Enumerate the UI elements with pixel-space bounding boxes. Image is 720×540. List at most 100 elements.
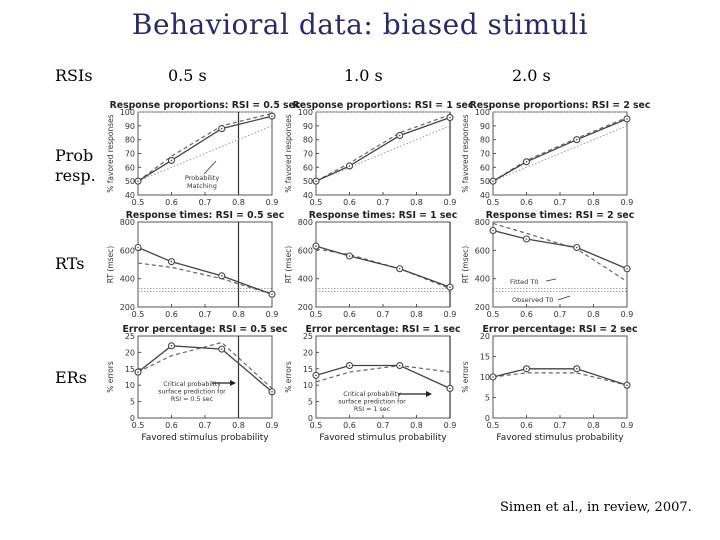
data-series-line bbox=[315, 116, 451, 182]
model-fit-line bbox=[492, 372, 628, 386]
y-axis-label: % favored responses bbox=[461, 114, 470, 193]
data-point-center bbox=[492, 376, 494, 378]
y-tick-label: 25 bbox=[303, 332, 313, 341]
data-point-center bbox=[626, 384, 628, 387]
y-tick-label: 5 bbox=[308, 398, 313, 407]
x-axis-label: Favored stimulus probability bbox=[496, 433, 624, 443]
data-point-center bbox=[271, 115, 273, 117]
x-tick-label: 0.6 bbox=[165, 421, 178, 430]
x-tick-label: 0.9 bbox=[444, 198, 457, 207]
y-axis-label: % errors bbox=[284, 361, 293, 393]
x-tick-label: 0.5 bbox=[132, 310, 145, 319]
data-point-center bbox=[315, 180, 317, 182]
data-point-center bbox=[525, 368, 528, 370]
x-tick-label: 0.9 bbox=[621, 198, 634, 207]
x-tick-label: 0.5 bbox=[310, 310, 323, 319]
y-tick-label: 90 bbox=[125, 122, 135, 131]
row-label-rts: RTs bbox=[55, 254, 85, 273]
model-fit-line bbox=[137, 341, 273, 389]
data-point-center bbox=[575, 368, 578, 370]
x-tick-label: 0.8 bbox=[410, 310, 423, 319]
x-tick-label: 0.8 bbox=[410, 421, 423, 430]
y-tick-label: 400 bbox=[120, 275, 135, 284]
annotation-arrowhead bbox=[426, 391, 432, 397]
x-tick-label: 0.9 bbox=[444, 310, 457, 319]
data-point-center bbox=[492, 180, 494, 182]
data-point-center bbox=[220, 348, 223, 350]
y-tick-label: 70 bbox=[303, 150, 313, 159]
data-point-center bbox=[626, 267, 628, 270]
data-series-line bbox=[315, 245, 451, 288]
chart-title: Response times: RSI = 2 sec bbox=[486, 210, 634, 221]
x-tick-label: 0.7 bbox=[199, 310, 212, 319]
data-point-center bbox=[449, 286, 451, 288]
data-point-center bbox=[170, 345, 173, 347]
plot-frame bbox=[492, 111, 628, 196]
data-series-line bbox=[137, 115, 273, 182]
y-tick-label: 10 bbox=[303, 381, 313, 390]
row-label-prob: Prob resp. bbox=[55, 146, 96, 186]
y-tick-label: 40 bbox=[480, 191, 490, 200]
x-tick-label: 0.8 bbox=[232, 421, 245, 430]
row-label-prob-line1: Prob bbox=[55, 146, 94, 165]
y-axis-label: % errors bbox=[106, 361, 115, 393]
x-tick-label: 0.6 bbox=[343, 198, 356, 207]
y-tick-label: 200 bbox=[475, 303, 490, 312]
chart-panel-1-2: Response proportions: RSI = 1 sec 40 50 60 7… bbox=[284, 100, 473, 207]
data-point-center bbox=[449, 387, 451, 390]
y-tick-label: 80 bbox=[480, 136, 490, 145]
x-tick-label: 0.5 bbox=[132, 421, 145, 430]
x-tick-label: 0.6 bbox=[165, 310, 178, 319]
y-tick-label: 100 bbox=[298, 108, 313, 117]
page-title: Behavioral data: biased stimuli bbox=[131, 8, 589, 41]
x-tick-label: 0.7 bbox=[377, 198, 390, 207]
data-point-center bbox=[137, 246, 139, 249]
chart-title: Response proportions: RSI = 1 sec bbox=[293, 100, 474, 111]
y-tick-label: 15 bbox=[125, 365, 135, 374]
data-point-center bbox=[525, 238, 528, 240]
y-tick-label: 60 bbox=[303, 163, 313, 172]
data-point-center bbox=[575, 246, 578, 249]
model-fit-line bbox=[137, 262, 273, 295]
x-tick-label: 0.8 bbox=[232, 310, 245, 319]
y-tick-label: 60 bbox=[480, 163, 490, 172]
data-point-center bbox=[170, 159, 173, 162]
x-tick-label: 0.7 bbox=[554, 310, 567, 319]
chart-title: Response proportions: RSI = 2 sec bbox=[470, 100, 651, 111]
y-tick-label: 100 bbox=[475, 108, 490, 117]
annotation-critical-probability: Critical probability bbox=[343, 391, 401, 398]
chart-panel-2-3: Response times: RSI = 2 sec 200 400 600 800 0… bbox=[461, 210, 634, 319]
chart-title: Response times: RSI = 0.5 sec bbox=[126, 210, 284, 221]
y-tick-label: 0 bbox=[308, 414, 313, 423]
x-tick-label: 0.8 bbox=[587, 421, 600, 430]
x-axis-label: Favored stimulus probability bbox=[319, 433, 447, 443]
y-tick-label: 40 bbox=[125, 191, 135, 200]
x-tick-label: 0.5 bbox=[310, 421, 323, 430]
row-label-prob-line2: resp. bbox=[55, 166, 96, 185]
x-tick-label: 0.8 bbox=[232, 198, 245, 207]
y-tick-label: 0 bbox=[130, 414, 135, 423]
y-tick-label: 80 bbox=[303, 136, 313, 145]
x-tick-label: 0.6 bbox=[343, 421, 356, 430]
x-tick-label: 0.7 bbox=[377, 421, 390, 430]
x-tick-label: 0.9 bbox=[621, 421, 634, 430]
x-tick-label: 0.7 bbox=[554, 421, 567, 430]
x-tick-label: 0.8 bbox=[587, 198, 600, 207]
annotation-matching-label: Matching bbox=[187, 182, 217, 190]
x-tick-label: 0.8 bbox=[410, 198, 423, 207]
y-tick-label: 50 bbox=[303, 177, 313, 186]
x-tick-label: 0.7 bbox=[554, 198, 567, 207]
model-fit-line bbox=[315, 364, 451, 383]
model-fit-line bbox=[315, 248, 451, 290]
chart-title: Error percentage: RSI = 2 sec bbox=[483, 324, 638, 335]
y-axis-label: RT (msec) bbox=[461, 246, 470, 284]
chart-title: Error percentage: RSI = 0.5 sec bbox=[123, 324, 288, 335]
plot-frame bbox=[492, 335, 628, 419]
x-tick-label: 0.9 bbox=[266, 310, 279, 319]
y-tick-label: 90 bbox=[480, 122, 490, 131]
y-tick-label: 600 bbox=[120, 246, 135, 255]
data-point-center bbox=[137, 180, 139, 182]
column-header-0-5s: 0.5 s bbox=[168, 66, 207, 85]
x-tick-label: 0.6 bbox=[520, 310, 533, 319]
x-axis-label: Favored stimulus probability bbox=[141, 433, 269, 443]
